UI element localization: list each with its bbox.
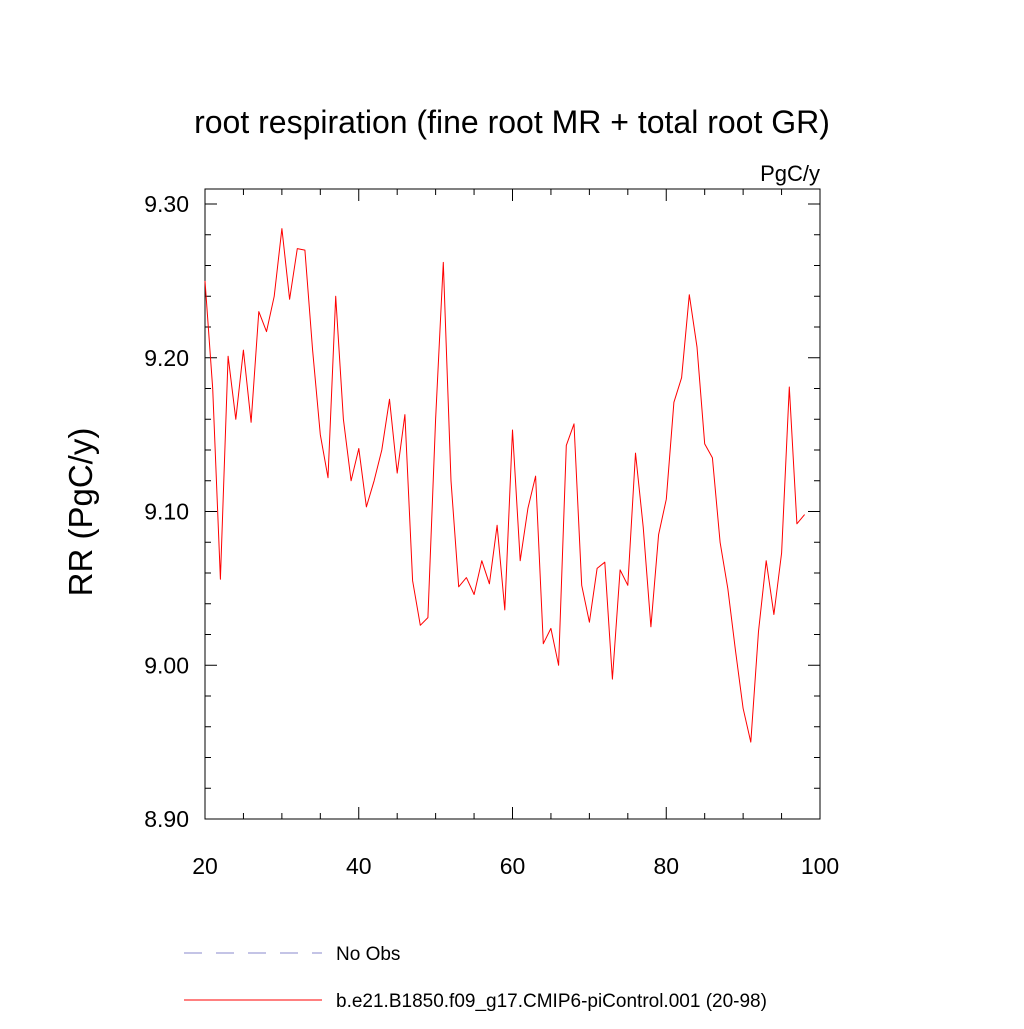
legend: No Obs b.e21.B1850.f09_g17.CMIP6-piContro… (184, 944, 767, 1012)
plot-frame (204, 188, 821, 820)
legend-label: No Obs (336, 944, 400, 965)
series-line (204, 228, 805, 743)
y-tick-label: 8.90 (144, 806, 189, 832)
series-layer (204, 228, 805, 743)
legend-label: b.e21.B1850.f09_g17.CMIP6-piControl.001 … (336, 991, 767, 1012)
ticks-layer: 20 40 60 80 100 8.90 9.00 9.10 9.20 9.30 (144, 189, 839, 879)
x-tick-label: 40 (346, 853, 372, 879)
y-tick-label: 9.30 (144, 191, 189, 217)
y-tick-label: 9.00 (144, 652, 189, 678)
y-tick-label: 9.10 (144, 499, 189, 525)
y-tick-label: 9.20 (144, 345, 189, 371)
chart-title: root respiration (fine root MR + total r… (194, 104, 830, 140)
x-tick-label: 80 (653, 853, 679, 879)
x-tick-label: 60 (500, 853, 526, 879)
y-axis-label: RR (PgC/y) (62, 428, 99, 597)
x-tick-label: 100 (801, 853, 839, 879)
units-label: PgC/y (760, 161, 820, 186)
x-tick-label: 20 (192, 853, 218, 879)
